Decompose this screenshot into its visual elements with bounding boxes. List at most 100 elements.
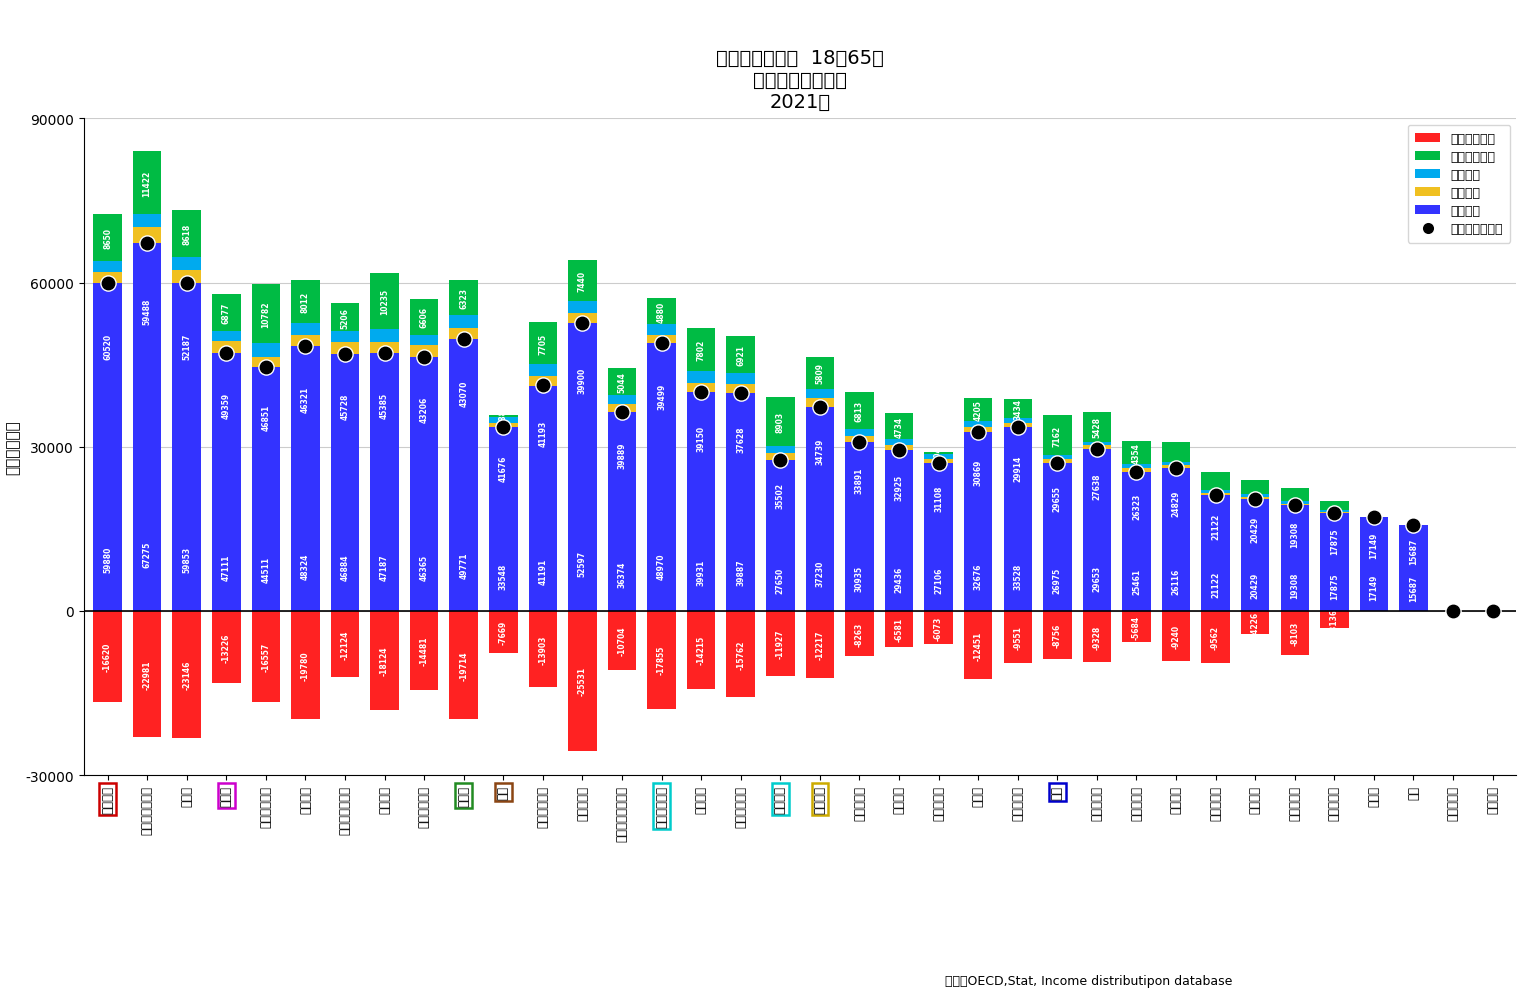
Bar xyxy=(93,273,122,284)
Point xyxy=(1440,603,1465,619)
Text: 44511: 44511 xyxy=(261,556,270,582)
Text: 33528: 33528 xyxy=(1013,563,1023,589)
Bar xyxy=(648,335,675,344)
Text: 49771: 49771 xyxy=(459,553,468,579)
Text: 15687: 15687 xyxy=(1410,575,1417,601)
Point xyxy=(332,347,357,363)
Point xyxy=(530,378,555,394)
Text: 26116: 26116 xyxy=(1172,568,1181,594)
Text: 4205: 4205 xyxy=(974,400,983,420)
Bar xyxy=(251,285,280,344)
Point xyxy=(1480,603,1504,619)
Bar xyxy=(648,298,675,325)
Text: 47187: 47187 xyxy=(379,554,389,580)
Text: 29914: 29914 xyxy=(1013,455,1023,482)
Point xyxy=(1323,506,1347,522)
Point xyxy=(491,419,515,435)
Bar xyxy=(450,339,479,611)
Bar xyxy=(806,358,834,390)
Text: 出展：OECD,Stat, Income distributipon database: 出展：OECD,Stat, Income distributipon datab… xyxy=(945,974,1233,987)
Text: 60520: 60520 xyxy=(104,333,113,359)
Bar xyxy=(1161,466,1190,468)
Point xyxy=(966,424,991,440)
Bar xyxy=(1320,514,1349,611)
Bar xyxy=(172,211,201,257)
Bar xyxy=(885,611,913,647)
Text: 47111: 47111 xyxy=(223,554,230,580)
Bar xyxy=(370,353,399,611)
Text: 8650: 8650 xyxy=(104,228,113,248)
Text: 46884: 46884 xyxy=(340,554,349,580)
Bar xyxy=(1122,441,1151,465)
Text: 27106: 27106 xyxy=(934,568,943,593)
Text: 39900: 39900 xyxy=(578,367,587,393)
Text: 41676: 41676 xyxy=(498,455,507,482)
Point xyxy=(808,400,832,415)
Text: 49359: 49359 xyxy=(223,393,230,418)
Text: 39931: 39931 xyxy=(696,559,706,585)
Bar xyxy=(1082,442,1111,446)
Point xyxy=(1283,498,1308,514)
Bar xyxy=(133,152,162,215)
Text: 36374: 36374 xyxy=(617,561,626,587)
Text: -12217: -12217 xyxy=(815,630,824,659)
Point xyxy=(1164,460,1189,476)
Text: 21122: 21122 xyxy=(1212,572,1221,597)
Bar xyxy=(1161,468,1190,611)
Text: 46851: 46851 xyxy=(261,405,270,430)
Bar xyxy=(846,442,873,611)
Bar xyxy=(1241,497,1269,500)
Bar xyxy=(1241,480,1269,495)
Text: -8756: -8756 xyxy=(1053,623,1062,647)
Bar xyxy=(251,611,280,702)
Point xyxy=(610,405,634,420)
Point xyxy=(1401,518,1425,534)
Point xyxy=(411,350,436,366)
Point xyxy=(1480,603,1504,619)
Bar xyxy=(727,611,754,698)
Point xyxy=(1440,603,1465,619)
Text: 32925: 32925 xyxy=(895,474,904,501)
Point xyxy=(570,316,594,332)
Bar xyxy=(846,436,873,442)
Bar xyxy=(1320,501,1349,511)
Text: 29436: 29436 xyxy=(895,566,904,592)
Bar xyxy=(291,611,320,720)
Text: 8903: 8903 xyxy=(776,412,785,432)
Text: -8103: -8103 xyxy=(1291,621,1300,645)
Text: 11422: 11422 xyxy=(143,170,151,197)
Text: 8618: 8618 xyxy=(183,224,190,245)
Bar xyxy=(291,280,320,324)
Bar xyxy=(885,445,913,450)
Bar xyxy=(767,398,794,446)
Point xyxy=(293,339,317,355)
Text: -15762: -15762 xyxy=(736,640,745,669)
Point xyxy=(1362,510,1387,526)
Bar xyxy=(450,329,479,339)
Text: 17149: 17149 xyxy=(1370,532,1378,558)
Point xyxy=(689,385,713,401)
Text: 10235: 10235 xyxy=(379,288,389,314)
Bar xyxy=(608,413,636,611)
Bar xyxy=(93,215,122,262)
Text: 25461: 25461 xyxy=(1132,569,1141,594)
Text: -11927: -11927 xyxy=(776,629,785,659)
Text: 46365: 46365 xyxy=(419,555,428,580)
Y-axis label: 金額［ドル］: 金額［ドル］ xyxy=(5,419,20,475)
Bar xyxy=(1082,446,1111,449)
Text: 26975: 26975 xyxy=(1053,568,1062,593)
Text: 52187: 52187 xyxy=(183,333,190,360)
Title: 等価可処分所得  18〜65歳
購買力平価換算値
2021年: 等価可処分所得 18〜65歳 購買力平価換算値 2021年 xyxy=(716,50,884,112)
Bar xyxy=(806,408,834,611)
Text: 4734: 4734 xyxy=(895,415,904,437)
Bar xyxy=(529,611,558,687)
Bar xyxy=(885,450,913,611)
Bar xyxy=(608,405,636,413)
Point xyxy=(213,346,238,362)
Bar xyxy=(1280,611,1309,656)
Point xyxy=(610,405,634,420)
Bar xyxy=(370,329,399,343)
Text: 17149: 17149 xyxy=(1370,574,1378,600)
Bar xyxy=(1003,418,1032,423)
Bar xyxy=(291,324,320,336)
